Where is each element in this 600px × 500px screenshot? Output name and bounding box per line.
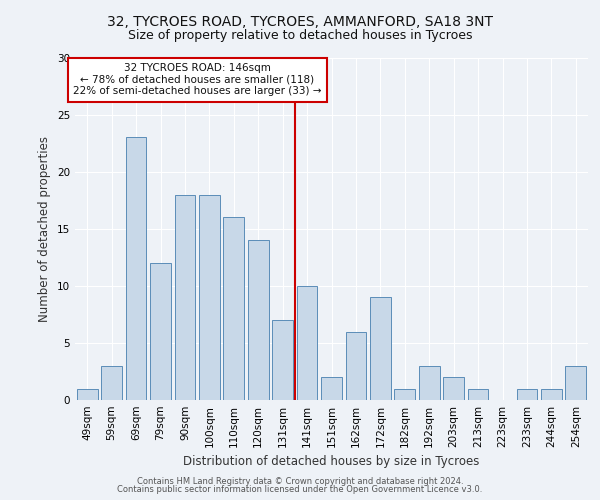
Bar xyxy=(321,377,342,400)
Bar xyxy=(565,366,586,400)
Bar xyxy=(296,286,317,400)
Bar xyxy=(419,366,440,400)
Bar xyxy=(223,218,244,400)
X-axis label: Distribution of detached houses by size in Tycroes: Distribution of detached houses by size … xyxy=(184,456,479,468)
Text: Contains HM Land Registry data © Crown copyright and database right 2024.: Contains HM Land Registry data © Crown c… xyxy=(137,477,463,486)
Y-axis label: Number of detached properties: Number of detached properties xyxy=(38,136,52,322)
Bar xyxy=(150,263,171,400)
Bar xyxy=(467,388,488,400)
Bar xyxy=(370,297,391,400)
Bar xyxy=(175,194,196,400)
Bar xyxy=(394,388,415,400)
Bar xyxy=(346,332,367,400)
Bar xyxy=(443,377,464,400)
Text: 32 TYCROES ROAD: 146sqm
← 78% of detached houses are smaller (118)
22% of semi-d: 32 TYCROES ROAD: 146sqm ← 78% of detache… xyxy=(73,63,322,96)
Text: 32, TYCROES ROAD, TYCROES, AMMANFORD, SA18 3NT: 32, TYCROES ROAD, TYCROES, AMMANFORD, SA… xyxy=(107,15,493,29)
Text: Size of property relative to detached houses in Tycroes: Size of property relative to detached ho… xyxy=(128,29,472,42)
Bar xyxy=(101,366,122,400)
Text: Contains public sector information licensed under the Open Government Licence v3: Contains public sector information licen… xyxy=(118,485,482,494)
Bar xyxy=(272,320,293,400)
Bar xyxy=(199,194,220,400)
Bar xyxy=(77,388,98,400)
Bar xyxy=(248,240,269,400)
Bar xyxy=(125,138,146,400)
Bar xyxy=(541,388,562,400)
Bar xyxy=(517,388,538,400)
